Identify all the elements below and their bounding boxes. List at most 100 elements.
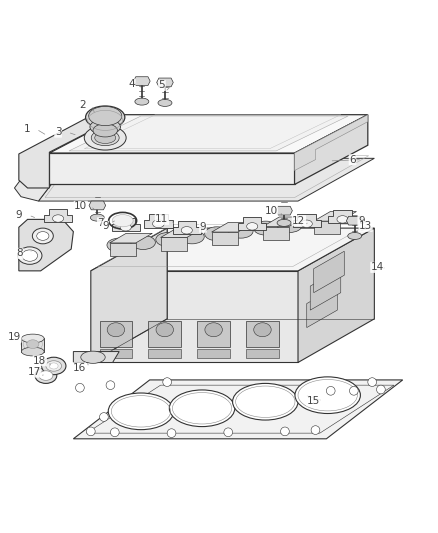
Text: 19: 19	[8, 332, 21, 342]
Text: 16: 16	[72, 362, 85, 373]
Ellipse shape	[84, 126, 126, 150]
Polygon shape	[294, 115, 367, 184]
Polygon shape	[313, 251, 343, 293]
Ellipse shape	[21, 335, 44, 353]
Polygon shape	[275, 206, 292, 215]
Ellipse shape	[39, 371, 53, 381]
Circle shape	[280, 427, 289, 436]
Ellipse shape	[155, 232, 180, 246]
Polygon shape	[99, 349, 132, 358]
Ellipse shape	[37, 232, 49, 240]
Polygon shape	[297, 228, 374, 362]
Ellipse shape	[21, 334, 44, 343]
Polygon shape	[19, 220, 73, 271]
Ellipse shape	[294, 377, 360, 414]
Polygon shape	[14, 158, 71, 201]
Circle shape	[162, 378, 171, 386]
Text: 10: 10	[264, 206, 277, 216]
Polygon shape	[313, 221, 339, 234]
Text: 14: 14	[370, 262, 383, 272]
Ellipse shape	[107, 238, 131, 252]
Polygon shape	[346, 216, 362, 225]
Text: 4: 4	[128, 79, 135, 89]
Polygon shape	[262, 227, 288, 240]
Circle shape	[110, 428, 119, 437]
Ellipse shape	[155, 323, 173, 337]
Circle shape	[349, 386, 357, 395]
Ellipse shape	[32, 228, 53, 244]
Polygon shape	[69, 116, 347, 151]
Ellipse shape	[253, 323, 271, 337]
Text: 18: 18	[33, 356, 46, 366]
Circle shape	[376, 385, 385, 394]
Circle shape	[99, 413, 108, 422]
Polygon shape	[197, 321, 230, 347]
Text: 9: 9	[15, 210, 22, 220]
Ellipse shape	[22, 250, 38, 261]
Circle shape	[223, 428, 232, 437]
Text: 13: 13	[358, 221, 371, 231]
Polygon shape	[306, 286, 336, 328]
Polygon shape	[44, 209, 72, 222]
Polygon shape	[262, 217, 305, 227]
Polygon shape	[197, 349, 230, 358]
Text: 9: 9	[357, 216, 364, 225]
Ellipse shape	[90, 119, 120, 135]
Text: 9: 9	[102, 221, 108, 231]
Ellipse shape	[158, 100, 172, 107]
Text: 8: 8	[16, 248, 23, 259]
Circle shape	[325, 386, 334, 395]
Ellipse shape	[169, 390, 234, 426]
Polygon shape	[49, 115, 367, 153]
Ellipse shape	[204, 227, 229, 241]
Polygon shape	[111, 218, 139, 231]
Polygon shape	[73, 380, 402, 439]
Polygon shape	[160, 238, 186, 251]
Polygon shape	[156, 78, 173, 87]
Ellipse shape	[88, 107, 121, 126]
Polygon shape	[110, 233, 152, 243]
Text: 5: 5	[158, 80, 165, 91]
Polygon shape	[211, 232, 237, 245]
Polygon shape	[73, 352, 119, 362]
Polygon shape	[133, 77, 150, 85]
Polygon shape	[89, 201, 106, 210]
Ellipse shape	[253, 221, 277, 235]
Text: 10: 10	[74, 201, 87, 211]
Ellipse shape	[23, 337, 42, 351]
Polygon shape	[328, 210, 356, 223]
Text: 15: 15	[306, 396, 319, 406]
Polygon shape	[148, 321, 181, 347]
Polygon shape	[292, 214, 320, 228]
Circle shape	[75, 383, 84, 392]
Text: 6: 6	[349, 155, 355, 165]
Ellipse shape	[18, 247, 42, 264]
Polygon shape	[160, 228, 203, 238]
Ellipse shape	[276, 220, 290, 227]
Polygon shape	[246, 321, 278, 347]
Polygon shape	[294, 115, 367, 171]
Ellipse shape	[180, 230, 204, 244]
Polygon shape	[39, 158, 374, 201]
Text: 1: 1	[23, 124, 30, 134]
Polygon shape	[91, 271, 297, 362]
Ellipse shape	[91, 130, 119, 146]
Ellipse shape	[232, 383, 297, 420]
Circle shape	[311, 426, 319, 434]
Circle shape	[86, 427, 95, 436]
Ellipse shape	[347, 232, 361, 239]
Ellipse shape	[81, 351, 105, 364]
Ellipse shape	[90, 214, 104, 221]
Ellipse shape	[85, 106, 124, 128]
Ellipse shape	[228, 224, 253, 238]
Polygon shape	[19, 115, 122, 188]
Ellipse shape	[107, 323, 124, 337]
Ellipse shape	[152, 220, 164, 228]
Text: 7: 7	[97, 218, 104, 228]
Polygon shape	[211, 222, 254, 232]
Text: 12: 12	[292, 216, 305, 225]
Ellipse shape	[27, 340, 39, 349]
Ellipse shape	[205, 323, 222, 337]
Ellipse shape	[336, 216, 347, 223]
Polygon shape	[143, 214, 173, 228]
